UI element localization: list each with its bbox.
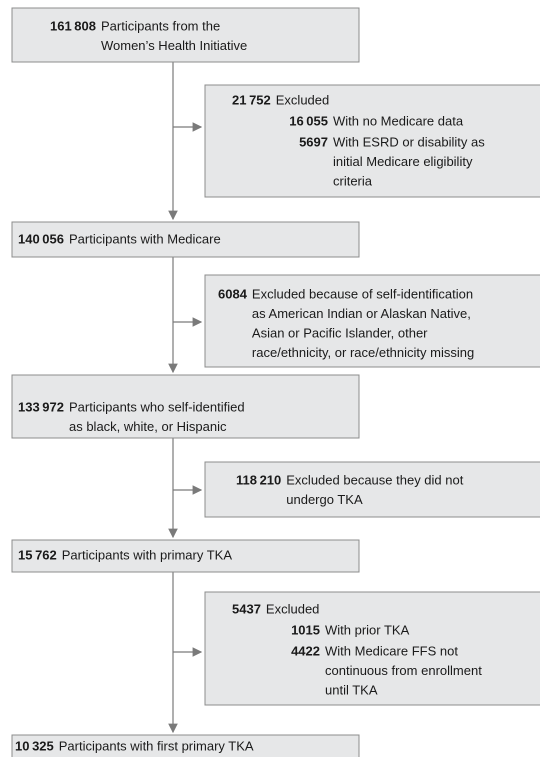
exclusion-item-label: continuous from enrollment xyxy=(325,663,482,678)
exclusion-item-label: initial Medicare eligibility xyxy=(333,154,473,169)
exclusion-item-label: criteria xyxy=(333,173,373,188)
exclusion-label: undergo TKA xyxy=(286,492,363,507)
exclusion-item-label: until TKA xyxy=(325,682,378,697)
exclusion-box xyxy=(204,591,540,706)
exclusion-item-label: With prior TKA xyxy=(325,622,410,637)
exclusion-item-label: With ESRD or disability as xyxy=(333,134,485,149)
node-box xyxy=(11,7,360,63)
exclusion-item-count: 5697 xyxy=(299,134,328,149)
exclusion-count: 6084 xyxy=(218,286,248,301)
node-label: Participants who self-identified xyxy=(69,399,245,414)
node-count: 161 808 xyxy=(50,18,96,33)
exclusion-item-count: 4422 xyxy=(291,643,320,658)
node-box xyxy=(11,539,360,573)
node-label: Women’s Health Initiative xyxy=(101,38,247,53)
node-label: Participants with Medicare xyxy=(69,231,221,246)
exclusion-box xyxy=(204,84,540,198)
exclusion-label: Excluded because of self-identification xyxy=(252,286,473,301)
node-label: as black, white, or Hispanic xyxy=(69,419,227,434)
exclusion-item-label: With no Medicare data xyxy=(333,113,464,128)
exclusion-label: Asian or Pacific Islander, other xyxy=(252,325,428,340)
exclusion-label: as American Indian or Alaskan Native, xyxy=(252,306,471,321)
node-count: 140 056 xyxy=(18,231,64,246)
exclusion-box xyxy=(204,461,540,518)
exclusion-item-count: 16 055 xyxy=(289,113,328,128)
node-label: Participants with first primary TKA xyxy=(59,738,254,753)
exclusion-count: 5437 xyxy=(232,601,261,616)
exclusion-box xyxy=(204,274,540,368)
node-box xyxy=(11,374,360,439)
node-count: 15 762 xyxy=(18,547,57,562)
exclusion-label: Excluded because they did not xyxy=(286,472,463,487)
exclusion-count: 118 210 xyxy=(236,472,281,487)
node-label: Participants with primary TKA xyxy=(62,547,233,562)
exclusion-label: Excluded xyxy=(266,601,319,616)
exclusion-item-label: With Medicare FFS not xyxy=(325,643,458,658)
node-box xyxy=(11,221,360,258)
node-label: Participants from the xyxy=(101,18,220,33)
texts: 161 808 Participants from the Women’s Heal… xyxy=(15,18,485,753)
node-count: 10 325 xyxy=(15,738,54,753)
exclusion-label: Excluded xyxy=(276,92,329,107)
exclusion-label: race/ethnicity, or race/ethnicity missin… xyxy=(252,345,474,360)
node-count: 133 972 xyxy=(18,399,64,414)
exclusion-item-count: 1015 xyxy=(291,622,320,637)
exclusion-count: 21 752 xyxy=(232,92,271,107)
